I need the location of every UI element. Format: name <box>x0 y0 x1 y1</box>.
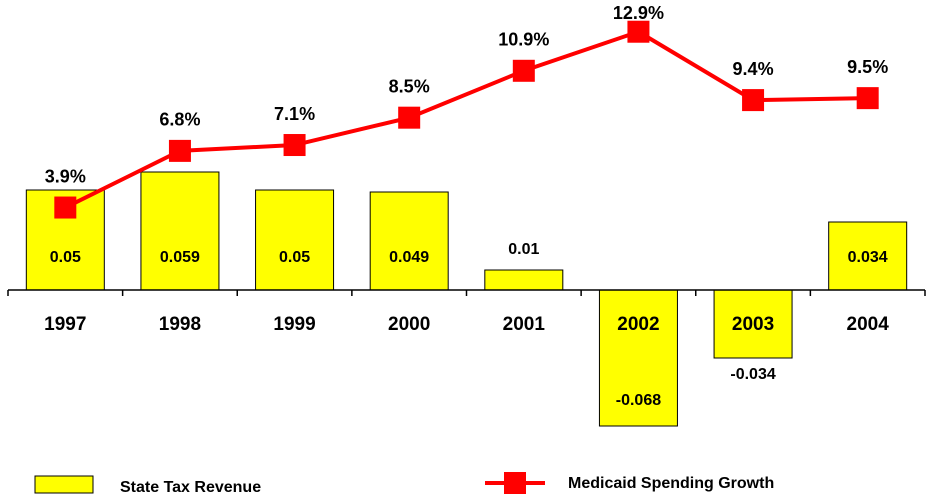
bar-value-label: 0.01 <box>508 241 539 258</box>
bar-value-label: 0.059 <box>160 249 200 266</box>
x-tick-label: 1997 <box>44 314 86 335</box>
x-tick-label: 2000 <box>388 314 430 335</box>
bar <box>140 171 220 291</box>
bar <box>369 191 449 291</box>
bar <box>828 221 908 291</box>
legend-label: Medicaid Spending Growth <box>568 475 774 492</box>
bar-value-label: 0.05 <box>50 249 81 266</box>
line-value-label: 10.9% <box>498 30 549 50</box>
bar-value-label: 0.034 <box>848 249 888 266</box>
legend-label: State Tax Revenue <box>120 479 261 496</box>
line-marker <box>54 196 77 219</box>
x-tick-label: 2003 <box>732 314 774 335</box>
line-series <box>64 29 868 210</box>
line-marker <box>168 139 191 162</box>
x-tick-label: 2001 <box>503 314 546 335</box>
x-tick-label: 1998 <box>159 314 201 335</box>
bar-value-label: 0.049 <box>389 249 429 266</box>
x-tick-label: 2002 <box>617 314 659 335</box>
line-value-label: 7.1% <box>274 104 315 124</box>
line-value-label: 9.5% <box>847 57 888 77</box>
bar-value-label: -0.068 <box>616 392 661 409</box>
bar <box>598 289 678 427</box>
line-value-label: 6.8% <box>159 110 200 130</box>
line-marker <box>627 20 650 43</box>
line-marker <box>856 87 879 110</box>
line-value-label: 3.9% <box>45 166 86 186</box>
line-value-label: 12.9% <box>613 3 664 23</box>
legend-swatch <box>34 475 94 494</box>
line-marker <box>283 134 306 157</box>
line-marker <box>742 89 765 112</box>
line-marker <box>398 106 421 129</box>
bar-value-label: 0.05 <box>279 249 310 266</box>
bar <box>255 189 335 291</box>
x-tick-label: 1999 <box>273 314 315 335</box>
line-marker <box>512 59 535 82</box>
line-value-label: 8.5% <box>389 76 430 96</box>
bar-value-label: -0.034 <box>730 366 775 383</box>
line-value-label: 9.4% <box>733 59 774 79</box>
legend-marker <box>504 472 526 494</box>
bar <box>484 269 564 291</box>
x-tick-label: 2004 <box>847 314 890 335</box>
